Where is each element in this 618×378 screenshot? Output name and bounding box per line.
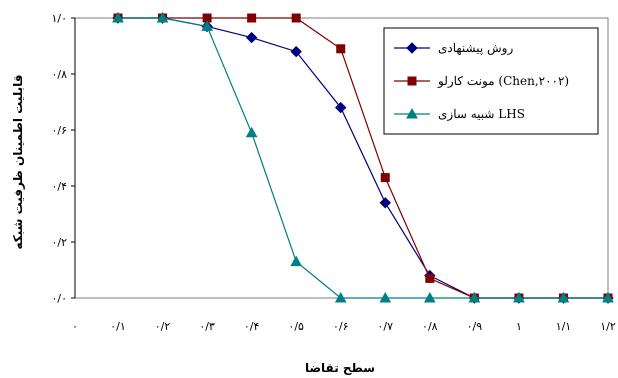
- data-point-diamond: [335, 101, 347, 114]
- y-tick-label: ۱/۰: [51, 12, 67, 25]
- y-tick-label: ۰/۶: [51, 124, 67, 137]
- data-point-triangle: [602, 291, 614, 303]
- data-point-square: [247, 13, 257, 23]
- x-tick-label: ۰/۵: [288, 320, 304, 333]
- legend-entry: مونت کارلو (Chen,۲۰۰۲): [394, 74, 569, 88]
- data-point-square: [425, 273, 435, 283]
- x-tick-label: ۱: [516, 320, 522, 333]
- x-tick-label: ۰/۸: [422, 320, 438, 333]
- data-point-triangle: [290, 255, 303, 267]
- x-tick-label: ۰/۱: [110, 320, 126, 333]
- y-tick-label: ۰/۸: [51, 68, 67, 81]
- x-tick-label: ۰/۳: [199, 320, 215, 333]
- y-tick-label: ۰/۰: [51, 292, 67, 305]
- series-line: [118, 17, 608, 299]
- data-point-triangle: [423, 291, 436, 303]
- data-point-triangle: [112, 11, 124, 23]
- data-point-square: [380, 173, 390, 183]
- legend-marker: [406, 42, 418, 54]
- legend-label: شبیه سازی LHS: [438, 107, 525, 121]
- data-point-square: [291, 13, 301, 23]
- data-point-triangle: [334, 291, 347, 303]
- x-axis-title: سطح تقاضا: [305, 361, 375, 375]
- data-point-triangle: [557, 291, 570, 303]
- legend-entry: روش پیشنهادی: [394, 41, 513, 55]
- data-point-diamond: [290, 45, 302, 58]
- data-point-triangle: [513, 291, 525, 303]
- series-layer: [112, 11, 614, 304]
- data-point-triangle: [245, 126, 258, 138]
- legend: روش پیشنهادی مونت کارلو (Chen,۲۰۰۲) شبیه س…: [383, 27, 599, 135]
- x-tick-label: ۰/۴: [244, 320, 260, 333]
- series-3: [112, 11, 614, 303]
- x-tick-label: ۱/۲: [600, 320, 616, 333]
- y-tick-label: ۰/۴: [51, 180, 67, 193]
- legend-label: روش پیشنهادی: [438, 41, 513, 55]
- data-point-triangle: [156, 11, 169, 23]
- legend-entry: شبیه سازی LHS: [394, 107, 525, 121]
- data-point-diamond: [245, 31, 258, 44]
- x-tick-label: ۰/۲: [155, 320, 171, 333]
- data-point-square: [336, 44, 346, 54]
- legend-marker: [407, 76, 417, 86]
- y-axis-title: قابلیت اطمینان ظرفیت شبکه: [11, 74, 25, 249]
- data-point-triangle: [468, 291, 481, 303]
- x-tick-label: ۰/۶: [333, 320, 349, 333]
- data-point-triangle: [201, 20, 213, 31]
- data-point-triangle: [379, 291, 392, 303]
- legend-label: مونت کارلو (Chen,۲۰۰۲): [437, 74, 569, 88]
- data-point-diamond: [379, 197, 391, 209]
- x-tick-label: ۰/۷: [378, 320, 394, 333]
- y-tick-label: ۰/۲: [51, 236, 67, 249]
- x-tick-label: ۰/۹: [467, 320, 483, 333]
- legend-marker: [406, 107, 418, 119]
- x-tick-label: ۱/۱: [556, 320, 572, 333]
- x-tick-label: ۰: [72, 320, 78, 333]
